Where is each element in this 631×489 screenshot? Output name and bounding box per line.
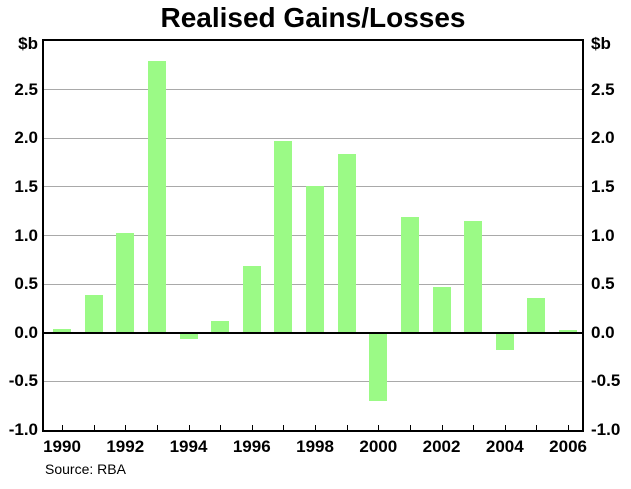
x-tick-1996 xyxy=(251,425,253,430)
y-tick-label-left-2.0: 2.0 xyxy=(14,128,38,148)
x-tick-label-2000: 2000 xyxy=(359,437,398,456)
bar-1990 xyxy=(53,328,71,333)
x-tick-1994 xyxy=(188,425,190,430)
bar-1993 xyxy=(147,61,166,333)
x-tick-2000 xyxy=(378,425,380,430)
bar-1996 xyxy=(242,265,261,333)
x-tick-2004 xyxy=(504,425,506,430)
x-tick-label-1998: 1998 xyxy=(296,437,334,456)
bar-2004 xyxy=(495,333,514,351)
x-tick-2002 xyxy=(441,425,443,430)
y-tick-label-left-2.5: 2.5 xyxy=(14,79,38,99)
bar-1997 xyxy=(274,141,293,333)
bar-1999 xyxy=(337,153,356,333)
y-tick-label-left-0.0: 0.0 xyxy=(14,322,38,342)
x-tick-1998 xyxy=(315,425,317,430)
bar-1991 xyxy=(84,294,103,333)
x-tick-label-1994: 1994 xyxy=(169,437,208,456)
y-tick-label-right-0.0: 0.0 xyxy=(591,322,615,342)
y-tick-label-right--0.5: -0.5 xyxy=(591,371,621,391)
x-tick-1992 xyxy=(125,425,127,430)
y-tick-label-left-1.0: 1.0 xyxy=(14,225,38,245)
y-tick-label-left-1.5: 1.5 xyxy=(14,176,38,196)
bar-2006 xyxy=(559,329,578,333)
x-tick-1990 xyxy=(62,425,63,430)
x-tick-1997 xyxy=(283,425,285,430)
x-tick-2006 xyxy=(568,425,570,430)
x-tick-label-2002: 2002 xyxy=(422,437,461,456)
bar-1995 xyxy=(211,321,230,333)
bar-1994 xyxy=(179,333,198,339)
x-tick-1993 xyxy=(156,425,158,430)
x-tick-label-1992: 1992 xyxy=(106,437,145,456)
bar-2005 xyxy=(527,297,546,333)
x-tick-1991 xyxy=(93,425,95,430)
x-tick-1999 xyxy=(346,425,348,430)
x-tick-label-1996: 1996 xyxy=(232,437,271,456)
bar-1998 xyxy=(306,185,325,333)
source-note: Source: RBA xyxy=(45,461,126,477)
left-axis-unit-label: $b xyxy=(18,34,38,53)
plot-area xyxy=(42,39,584,432)
y-tick-label-right-1.0: 1.0 xyxy=(591,225,615,245)
bar-2001 xyxy=(400,217,419,333)
y-tick-label-right-0.5: 0.5 xyxy=(591,274,615,294)
gridline-2.0 xyxy=(44,137,582,139)
right-axis-unit-label: $b xyxy=(591,34,611,53)
bar-2003 xyxy=(464,220,483,333)
x-tick-label-2006: 2006 xyxy=(549,437,587,456)
bar-2002 xyxy=(432,287,451,333)
y-tick-label-right--1.0: -1.0 xyxy=(591,420,621,439)
x-tick-2005 xyxy=(536,425,538,430)
y-tick-label-left--1.0: -1.0 xyxy=(8,420,38,439)
y-tick-label-right-2.5: 2.5 xyxy=(591,79,615,99)
chart-title: Realised Gains/Losses xyxy=(160,2,466,33)
bar-2000 xyxy=(369,333,388,401)
y-tick-label-right-1.5: 1.5 xyxy=(591,176,615,196)
y-tick-label-right-2.0: 2.0 xyxy=(591,128,615,148)
y-tick-label-left-0.5: 0.5 xyxy=(14,274,38,294)
x-tick-1995 xyxy=(220,425,222,430)
x-tick-2001 xyxy=(409,425,411,430)
bar-1992 xyxy=(116,232,135,333)
x-tick-label-1990: 1990 xyxy=(43,437,81,456)
x-tick-2003 xyxy=(473,425,475,430)
x-tick-label-2004: 2004 xyxy=(485,437,524,456)
gridline--0.5 xyxy=(44,380,582,382)
gridline-2.5 xyxy=(44,89,582,91)
zero-line xyxy=(44,331,582,334)
y-tick-label-left--0.5: -0.5 xyxy=(8,371,38,391)
